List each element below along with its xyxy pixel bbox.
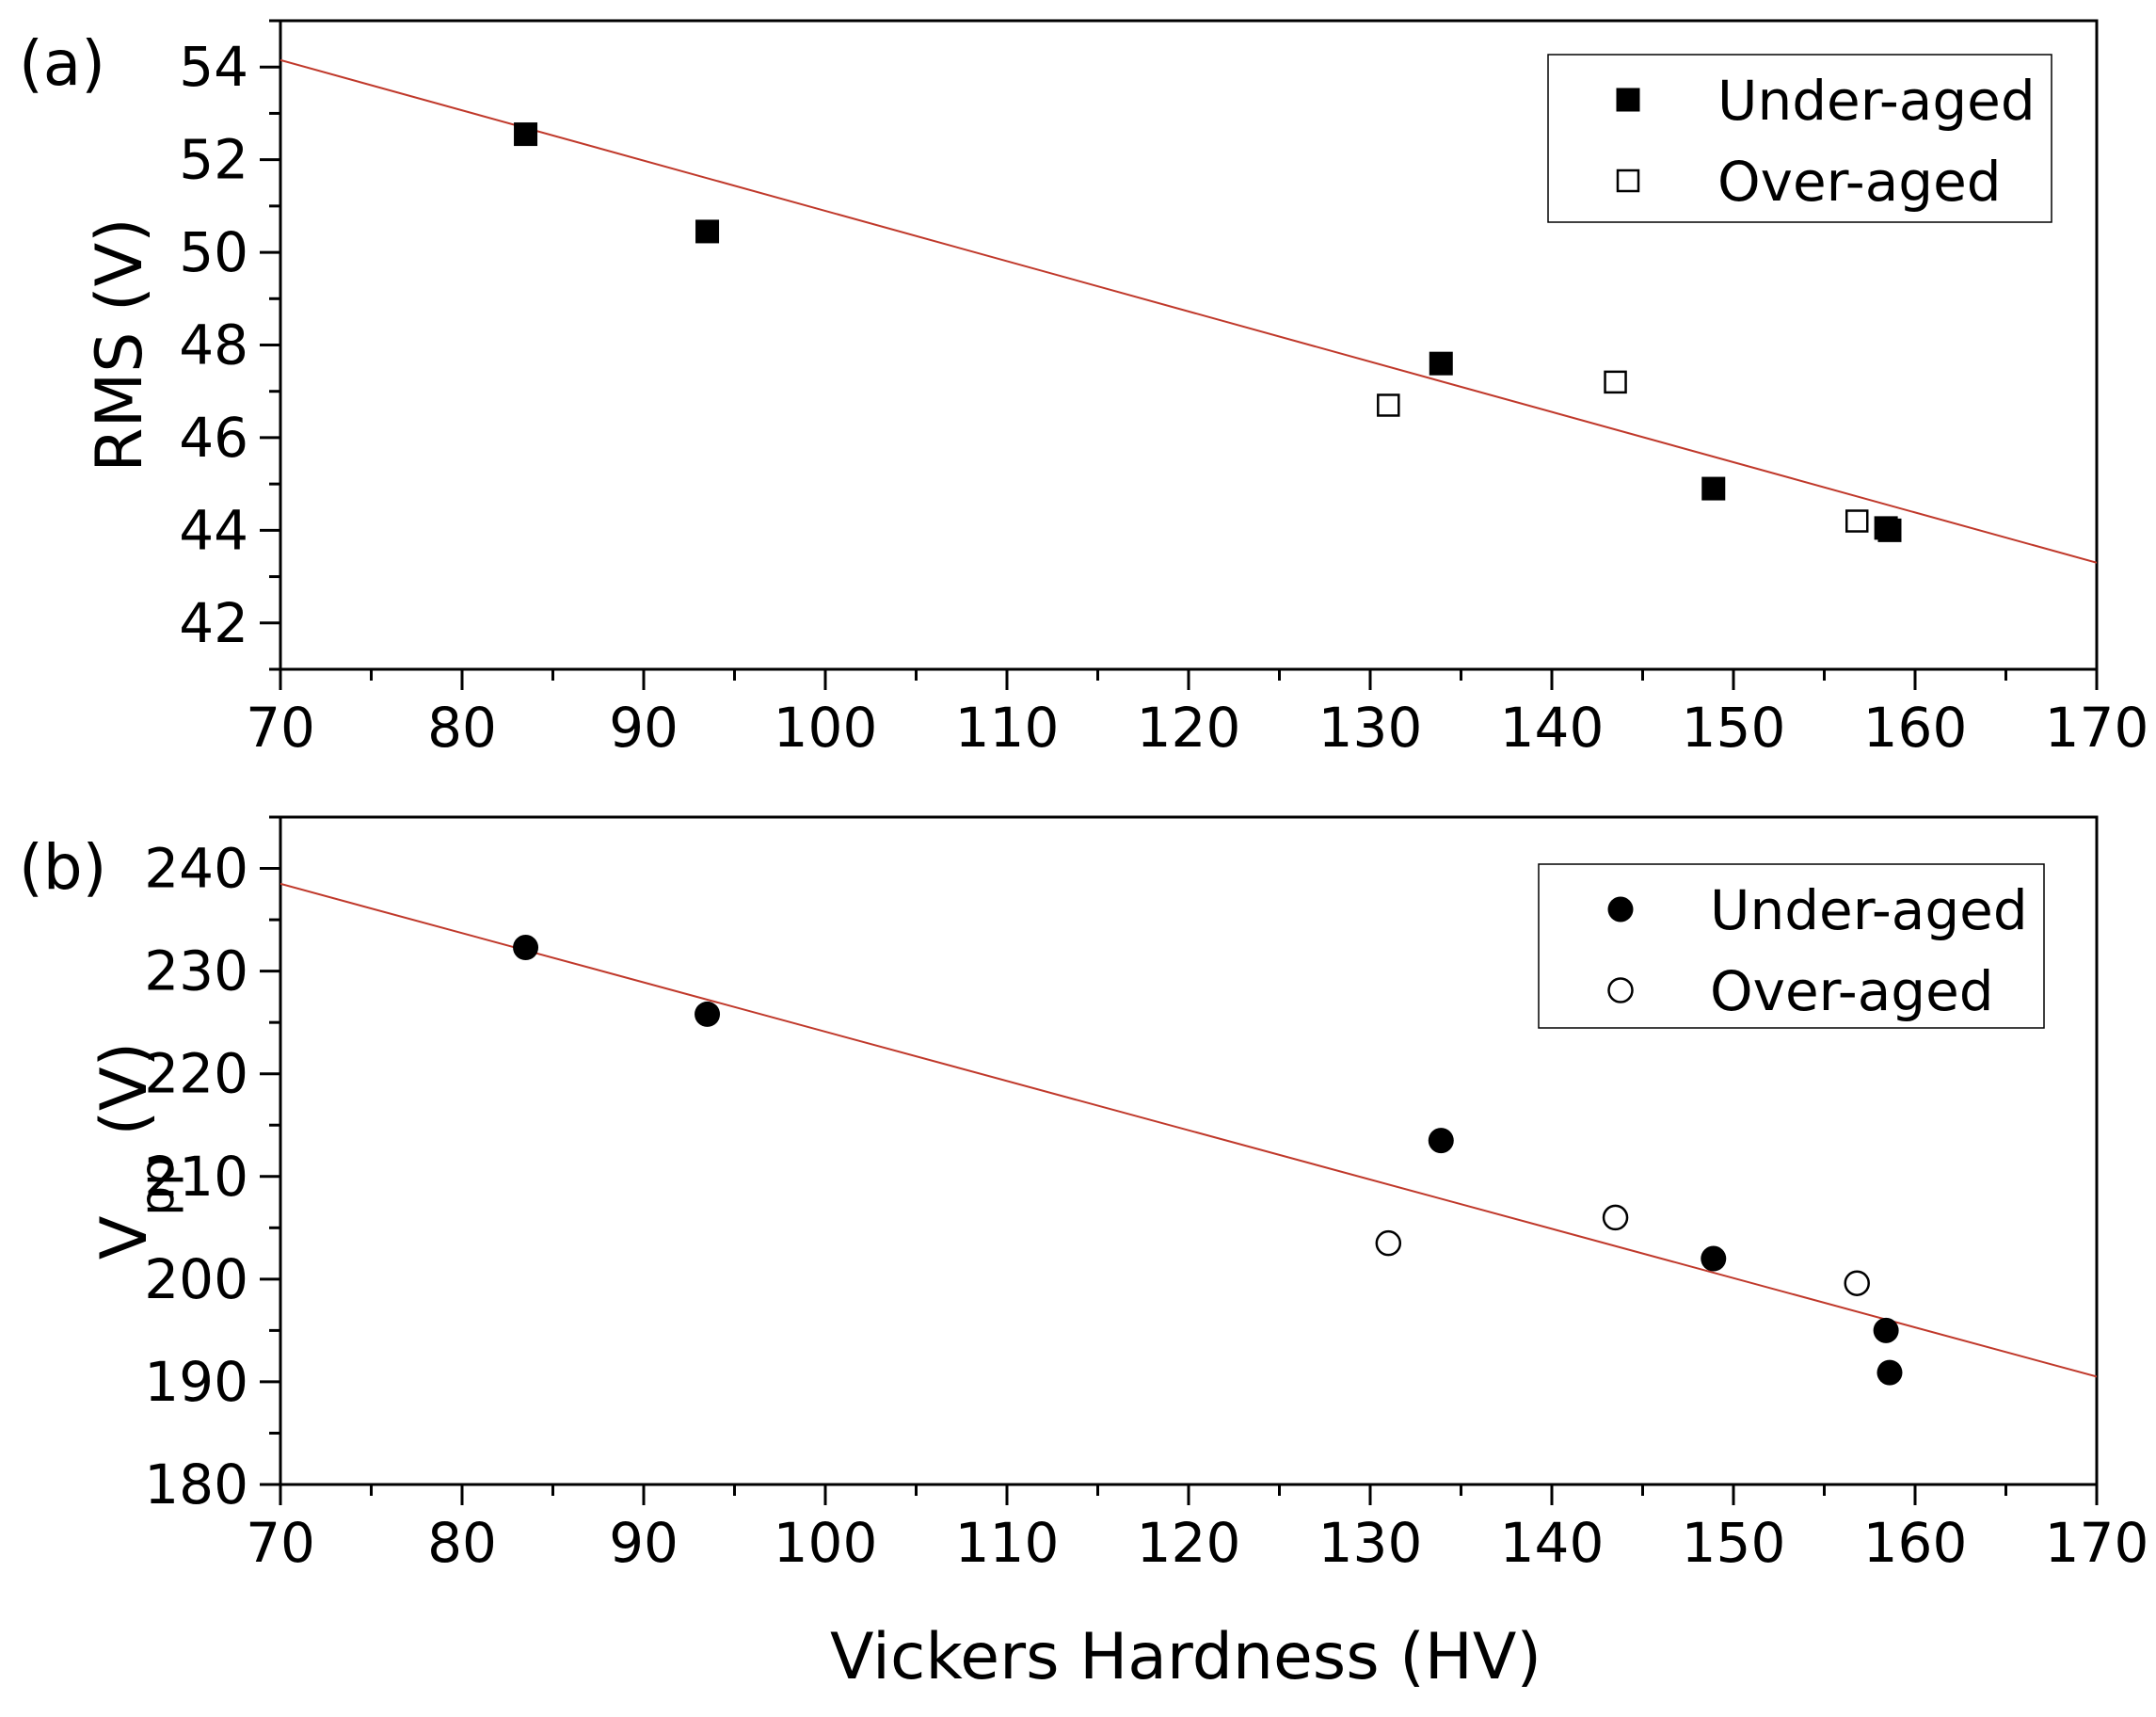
under-aged-point bbox=[1428, 1128, 1454, 1154]
fit-line bbox=[280, 882, 2097, 1378]
x-tick-label: 130 bbox=[1318, 1511, 1423, 1575]
y-axis-label: RMS (V) bbox=[83, 217, 157, 472]
y-tick-label: 220 bbox=[144, 1042, 248, 1106]
over-aged-point bbox=[1375, 1229, 1402, 1257]
under-aged-point bbox=[1701, 476, 1726, 501]
over-aged-point bbox=[1845, 509, 1869, 533]
x-tick-label: 110 bbox=[955, 1511, 1060, 1575]
y-tick-label: 52 bbox=[179, 128, 248, 192]
x-tick-label: 70 bbox=[246, 696, 315, 760]
x-tick-label: 150 bbox=[1682, 1511, 1786, 1575]
y-tick-label: 54 bbox=[179, 35, 248, 99]
under-aged-point bbox=[513, 935, 539, 961]
panel-a: 70 80 90 100 110 120 130 140 150 160 170 42 44 46 48 50… bbox=[19, 19, 2149, 760]
over-aged-point bbox=[1844, 1270, 1870, 1296]
x-tick-label: 160 bbox=[1863, 1511, 1968, 1575]
under-aged-point bbox=[1877, 518, 1902, 542]
y-tick-label: 44 bbox=[179, 498, 248, 562]
legend-marker-under-aged bbox=[1607, 896, 1634, 923]
y-tick-label: 190 bbox=[144, 1350, 248, 1414]
under-aged-point bbox=[1873, 1317, 1899, 1343]
under-aged-point bbox=[695, 1001, 721, 1027]
y-tick-label: 230 bbox=[144, 939, 248, 1003]
panel-b: 70 80 90 100 110 120 130 140 150 160 170 180 190 200 2… bbox=[19, 815, 2149, 1575]
x-tick-label: 80 bbox=[427, 1511, 497, 1575]
x-tick-label: 160 bbox=[1863, 696, 1968, 760]
legend-label-under-aged: Under-aged bbox=[1710, 878, 2028, 942]
x-tick-label: 170 bbox=[2045, 696, 2149, 760]
legend-marker-under-aged bbox=[1616, 88, 1640, 112]
x-tick-label: 90 bbox=[609, 696, 679, 760]
x-axis-label: Vickers Hardness (HV) bbox=[830, 1620, 1541, 1694]
x-tick-label: 70 bbox=[246, 1511, 315, 1575]
over-aged-point bbox=[1602, 1204, 1629, 1231]
y-tick-label: 240 bbox=[144, 837, 248, 901]
fit-line bbox=[280, 58, 2097, 564]
x-tick-label: 140 bbox=[1500, 1511, 1605, 1575]
y-axis-label: Vpp (V) bbox=[88, 1042, 184, 1260]
y-axis-label-main: V bbox=[88, 1216, 162, 1260]
under-aged-point bbox=[695, 219, 720, 244]
x-tick-label: 80 bbox=[427, 696, 497, 760]
y-tick-label: 200 bbox=[144, 1247, 248, 1311]
over-aged-point bbox=[1377, 393, 1400, 417]
x-tick-label: 130 bbox=[1318, 696, 1423, 760]
legend-label-over-aged: Over-aged bbox=[1710, 959, 1994, 1023]
y-axis-label-sub: pp bbox=[130, 1156, 184, 1215]
x-tick-label: 140 bbox=[1500, 696, 1605, 760]
legend-box bbox=[1547, 54, 2052, 223]
y-tick-label: 42 bbox=[179, 591, 248, 655]
panel-label: (b) bbox=[19, 831, 106, 904]
y-tick-label: 46 bbox=[179, 406, 248, 470]
x-tick-label: 100 bbox=[774, 696, 878, 760]
under-aged-point bbox=[1701, 1245, 1727, 1272]
over-aged-point bbox=[1604, 370, 1627, 394]
x-tick-label: 120 bbox=[1137, 696, 1241, 760]
x-tick-label: 150 bbox=[1682, 696, 1786, 760]
legend-marker-over-aged bbox=[1607, 977, 1634, 1003]
legend-label-under-aged: Under-aged bbox=[1717, 69, 2036, 133]
legend-marker-over-aged bbox=[1616, 168, 1640, 193]
y-tick-label: 48 bbox=[179, 313, 248, 377]
y-tick-label: 180 bbox=[144, 1452, 248, 1516]
x-tick-label: 170 bbox=[2045, 1511, 2149, 1575]
y-tick-label: 50 bbox=[179, 220, 248, 284]
legend-label-over-aged: Over-aged bbox=[1717, 150, 2002, 214]
under-aged-point bbox=[514, 122, 538, 147]
x-tick-label: 90 bbox=[609, 1511, 679, 1575]
under-aged-point bbox=[1877, 1359, 1903, 1386]
under-aged-point bbox=[1429, 351, 1453, 376]
x-tick-label: 110 bbox=[955, 696, 1060, 760]
x-tick-label: 100 bbox=[774, 1511, 878, 1575]
y-axis-label-unit: (V) bbox=[88, 1042, 162, 1156]
y-tick-label: 210 bbox=[144, 1145, 248, 1209]
panel-label: (a) bbox=[19, 27, 105, 100]
x-tick-label: 120 bbox=[1137, 1511, 1241, 1575]
